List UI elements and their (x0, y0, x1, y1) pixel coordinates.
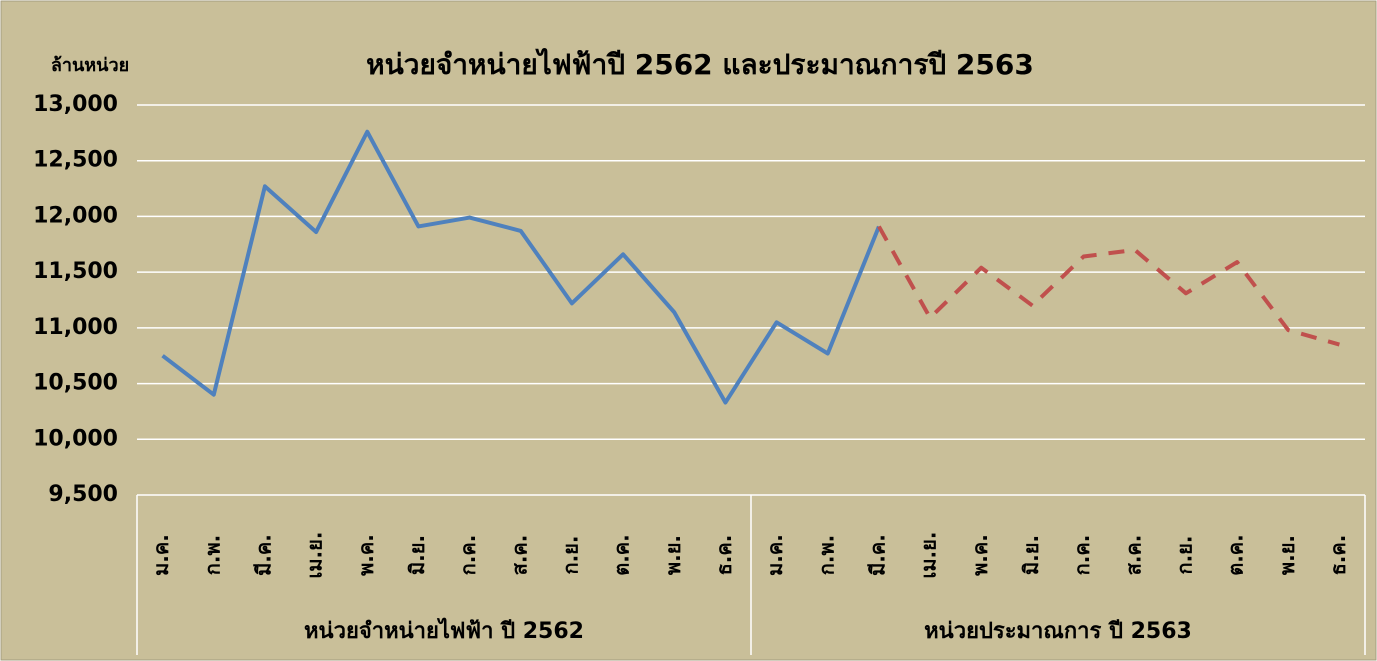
x-tick-label: มิ.ย. (1019, 535, 1043, 575)
y-axis-label: ล้านหน่วย (51, 55, 129, 76)
y-tick-label: 12,000 (33, 203, 118, 228)
x-tick-label: พ.ย. (661, 535, 685, 575)
line-series (877, 225, 1340, 347)
x-tick-label: ก.ย. (558, 535, 582, 574)
x-tick-label: ก.พ. (814, 535, 838, 576)
x-tick-label: ก.ค. (1070, 535, 1094, 576)
line-series (161, 129, 881, 405)
x-tick-label: เม.ย. (303, 532, 327, 579)
x-tick-label: พ.ค. (354, 534, 378, 576)
x-tick-label: พ.ค. (968, 534, 992, 576)
x-tick-label: ก.ย. (1172, 535, 1196, 574)
x-tick-label: เม.ย. (917, 532, 941, 579)
y-tick-label: 10,500 (33, 371, 118, 396)
x-tick-label: ม.ค. (763, 534, 787, 576)
y-tick-label: 9,500 (48, 482, 118, 507)
x-tick-label: มี.ค. (251, 534, 275, 576)
group-label: หน่วยจำหน่ายไฟฟ้า ปี 2562 (304, 617, 584, 644)
x-tick-label: ธ.ค. (1326, 535, 1350, 576)
x-tick-label: ก.พ. (200, 535, 224, 576)
x-tick-label: ต.ค. (610, 534, 634, 576)
x-tick-label: ม.ค. (149, 534, 173, 576)
chart-title: หน่วยจำหน่ายไฟฟ้าปี 2562 และประมาณการปี … (366, 48, 1034, 81)
x-tick-label: มี.ค. (865, 534, 889, 576)
group-label: หน่วยประมาณการ ปี 2563 (924, 619, 1192, 644)
y-tick-label: 13,000 (33, 92, 118, 117)
y-tick-label: 11,500 (33, 259, 118, 284)
x-tick-label: มิ.ย. (405, 535, 429, 575)
x-tick-label: ก.ค. (456, 535, 480, 576)
x-tick-label: ส.ค. (1121, 535, 1145, 576)
x-tick-label: ธ.ค. (712, 535, 736, 576)
x-tick-label: ส.ค. (507, 535, 531, 576)
y-tick-label: 12,500 (33, 148, 118, 173)
y-tick-label: 10,000 (33, 426, 118, 451)
x-tick-label: พ.ย. (1275, 535, 1299, 575)
x-tick-label: ต.ค. (1224, 534, 1248, 576)
y-tick-label: 11,000 (33, 315, 118, 340)
